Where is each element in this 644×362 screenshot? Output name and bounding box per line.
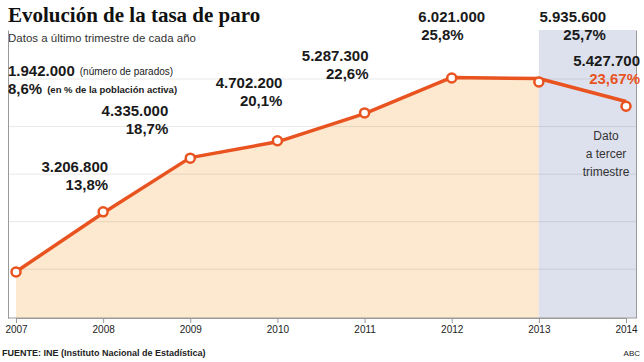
data-label: 3.206.800 bbox=[41, 158, 108, 175]
tick-label: 2014 bbox=[615, 324, 638, 335]
data-label: 1.942.000 bbox=[8, 62, 75, 79]
point bbox=[534, 78, 543, 87]
series-name: (en % de la población activa) bbox=[47, 84, 177, 95]
x-tick: 2012 bbox=[441, 318, 464, 335]
data-label: 13,8% bbox=[66, 176, 109, 193]
tick-mark bbox=[452, 318, 453, 323]
axis-line bbox=[17, 318, 627, 319]
plot-area bbox=[8, 30, 636, 318]
tick-mark bbox=[103, 318, 104, 323]
x-tick: 2014 bbox=[615, 318, 638, 335]
tick-label: 2007 bbox=[5, 324, 28, 335]
x-axis: 2007 2008 2009 2010 2011 2012 2013 2014 bbox=[5, 318, 638, 335]
point bbox=[186, 154, 195, 163]
area bbox=[16, 77, 626, 318]
chart: Evolución de la tasa de paro Datos a últi… bbox=[0, 0, 644, 362]
point bbox=[447, 73, 456, 82]
x-tick: 2013 bbox=[528, 318, 551, 335]
x-tick: 2011 bbox=[354, 318, 376, 335]
annotation: Datoa tercertrimestre bbox=[583, 129, 630, 179]
x-tick: 2009 bbox=[180, 318, 203, 335]
tick-mark bbox=[626, 318, 627, 323]
tick-mark bbox=[190, 318, 191, 323]
source: FUENTE: INE (Instituto Nacional de Estad… bbox=[2, 348, 206, 358]
grid-line bbox=[8, 221, 636, 222]
tick-mark bbox=[16, 318, 17, 323]
tick-mark bbox=[539, 318, 540, 323]
point bbox=[99, 207, 108, 216]
series-name: (número de parados) bbox=[80, 66, 173, 77]
tick-label: 2009 bbox=[180, 324, 203, 335]
point bbox=[12, 268, 21, 277]
grid bbox=[8, 79, 636, 269]
x-tick: 2010 bbox=[267, 318, 290, 335]
credit: ABC bbox=[624, 349, 641, 358]
tick-mark bbox=[365, 318, 366, 323]
data-label: 23,67% bbox=[589, 70, 640, 87]
subtitle: Datos a último trimestre de cada año bbox=[8, 32, 196, 44]
data-label: 25,8% bbox=[421, 26, 464, 43]
point bbox=[360, 108, 369, 117]
tick-label: 2013 bbox=[528, 324, 551, 335]
tick-mark bbox=[277, 318, 278, 323]
point bbox=[273, 136, 282, 145]
title: Evolución de la tasa de paro bbox=[8, 3, 260, 27]
data-label: 20,1% bbox=[240, 92, 283, 109]
baseline bbox=[8, 318, 636, 319]
data-label: 5.427.700 bbox=[573, 52, 640, 69]
grid-line bbox=[8, 269, 636, 270]
tick-label: 2011 bbox=[354, 324, 376, 335]
tick-label: 2012 bbox=[441, 324, 464, 335]
data-labels: 1.942.000 3.206.800 4.335.000 4.702.200 5.28… bbox=[8, 8, 640, 193]
data-label: 25,7% bbox=[563, 26, 606, 43]
data-label: 4.335.000 bbox=[102, 102, 169, 119]
line bbox=[16, 77, 626, 271]
data-label: 22,6% bbox=[326, 65, 369, 82]
data-label: 5.287.300 bbox=[302, 47, 369, 64]
tick-label: 2008 bbox=[93, 324, 116, 335]
data-label: 4.702.200 bbox=[216, 74, 283, 91]
data-label: 8,6% bbox=[8, 80, 42, 97]
x-tick: 2008 bbox=[93, 318, 116, 335]
x-tick: 2007 bbox=[5, 318, 28, 335]
data-label: 18,7% bbox=[126, 120, 169, 137]
data-label: 6.021.000 bbox=[418, 8, 485, 25]
tick-label: 2010 bbox=[267, 324, 290, 335]
point bbox=[622, 102, 631, 111]
data-label: 5.935.600 bbox=[539, 8, 606, 25]
